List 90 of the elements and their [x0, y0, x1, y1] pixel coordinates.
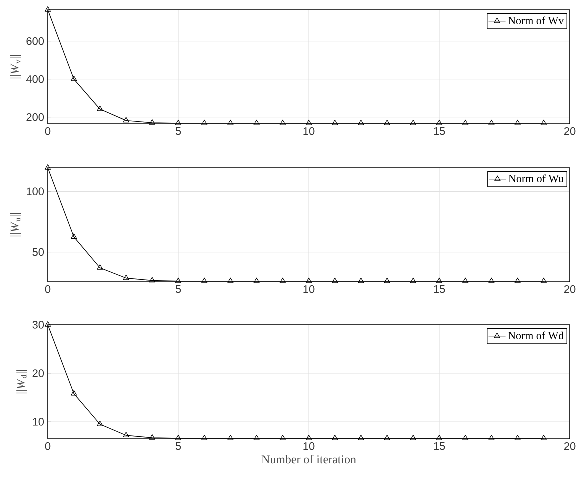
point — [280, 278, 286, 284]
legend-label: Norm of Wu — [508, 174, 564, 183]
point — [514, 120, 521, 126]
point — [384, 278, 390, 284]
point — [44, 6, 52, 12]
point — [44, 321, 52, 327]
x-tick-label: 15 — [434, 128, 446, 136]
x-tick-label: 5 — [176, 128, 182, 136]
point — [202, 278, 208, 284]
point — [175, 435, 182, 440]
point — [149, 277, 156, 283]
point — [202, 120, 208, 126]
x-tick-label: 20 — [564, 286, 576, 294]
y-tick-label: 30 — [32, 321, 44, 329]
point — [71, 390, 78, 396]
point — [514, 435, 521, 440]
point — [436, 120, 443, 126]
point — [175, 120, 182, 126]
x-tick-label: 15 — [434, 286, 446, 294]
point — [149, 434, 156, 440]
y-tick-label: 200 — [26, 113, 44, 122]
y-axis-title: ||W$_{v}$|| — [10, 55, 22, 79]
point — [540, 435, 547, 440]
y-tick-label: 50 — [32, 248, 44, 256]
point — [332, 120, 338, 126]
point — [71, 76, 78, 82]
point — [202, 435, 208, 440]
point — [358, 435, 364, 440]
x-tick-label: 20 — [564, 128, 576, 136]
point — [488, 278, 495, 284]
point — [306, 120, 312, 126]
point — [410, 120, 416, 126]
x-tick-label: 20 — [564, 442, 576, 450]
point — [254, 435, 260, 440]
x-tick-label: 10 — [304, 286, 315, 294]
point — [462, 435, 469, 440]
point — [280, 435, 286, 440]
x-tick-label: 0 — [45, 128, 51, 136]
point — [306, 435, 312, 440]
point — [436, 278, 443, 284]
point — [254, 120, 260, 126]
point — [254, 278, 260, 284]
point — [123, 117, 130, 123]
point — [410, 435, 416, 440]
point — [123, 432, 130, 438]
point — [410, 278, 416, 284]
point — [44, 164, 52, 170]
legend-label: Norm of Wd — [508, 332, 564, 340]
point — [358, 278, 364, 284]
point — [384, 435, 390, 440]
legend-label: Norm of Wv — [508, 16, 564, 25]
point — [514, 278, 521, 284]
point — [462, 278, 469, 284]
point — [71, 234, 78, 240]
point — [228, 435, 234, 440]
y-tick-label: 600 — [26, 37, 44, 46]
point — [332, 278, 338, 284]
point — [97, 264, 104, 270]
point — [149, 120, 156, 125]
x-axis-title: Number of iteration — [262, 455, 356, 464]
point — [462, 120, 469, 126]
x-tick-label: 15 — [434, 442, 446, 450]
x-tick-label: 5 — [176, 286, 182, 294]
point — [540, 120, 547, 126]
x-tick-label: 0 — [45, 442, 51, 450]
y-tick-label: 10 — [33, 418, 44, 426]
point — [228, 120, 234, 126]
x-tick-label: 0 — [45, 286, 51, 294]
x-tick-label: 5 — [176, 442, 182, 450]
x-tick-label: 10 — [304, 128, 315, 136]
point — [488, 120, 495, 126]
point — [384, 120, 390, 126]
point — [306, 278, 312, 284]
y-axis-title: ||W$_{u}$|| — [10, 213, 22, 237]
x-tick-label: 10 — [304, 442, 315, 450]
point — [280, 120, 286, 126]
point — [123, 274, 130, 280]
point — [228, 278, 234, 284]
y-tick-label: 20 — [32, 370, 44, 378]
y-tick-label: 400 — [26, 75, 44, 84]
point — [436, 435, 443, 440]
point — [488, 435, 495, 440]
point — [358, 120, 364, 126]
point — [175, 278, 182, 284]
point — [332, 435, 338, 440]
point — [540, 278, 547, 284]
point — [97, 420, 104, 426]
y-axis-title: ||W$_{d}$|| — [16, 370, 28, 394]
y-tick-label: 100 — [27, 188, 44, 196]
point — [97, 106, 104, 112]
